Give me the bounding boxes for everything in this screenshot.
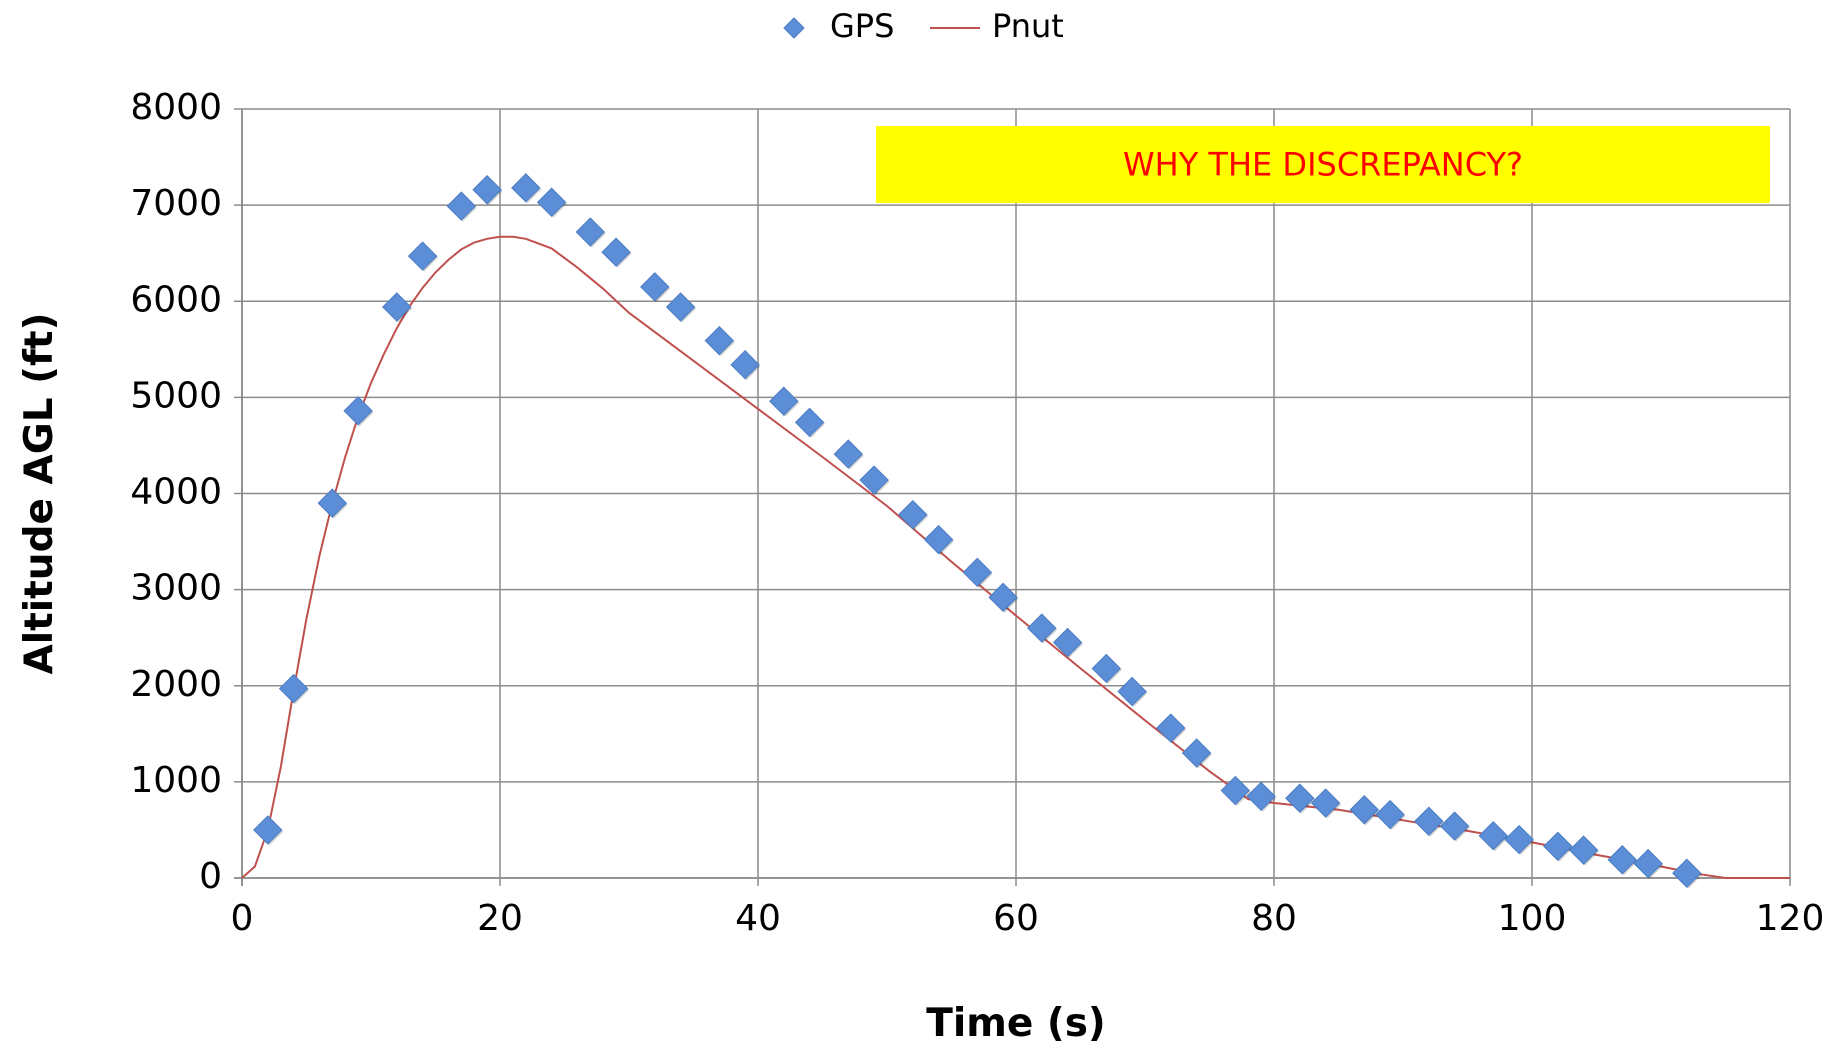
y-tick-label: 7000: [130, 183, 222, 224]
data-point-gps: [382, 292, 412, 322]
data-point-gps: [575, 217, 606, 247]
data-point-gps: [1375, 799, 1405, 830]
x-axis-title: Time (s): [926, 1001, 1106, 1046]
data-point-gps: [1117, 676, 1147, 707]
data-point-gps: [1156, 713, 1186, 743]
data-point-gps: [859, 465, 889, 495]
y-tick-label: 4000: [130, 472, 222, 513]
data-point-gps: [1633, 848, 1663, 879]
annotation: WHY THE DISCREPANCY?: [876, 126, 1770, 203]
legend-label-gps: GPS: [830, 7, 894, 45]
data-point-gps: [988, 582, 1018, 613]
data-point-gps: [640, 272, 670, 302]
y-tick-label: 6000: [130, 279, 222, 320]
y-tick-label: 0: [199, 856, 222, 897]
data-point-gps: [1504, 824, 1534, 855]
data-point-gps: [1439, 811, 1470, 841]
data-point-gps: [1349, 795, 1380, 825]
data-point-gps: [1568, 835, 1599, 865]
data-point-gps: [1310, 788, 1341, 818]
data-point-gps: [511, 173, 541, 203]
x-tick-label: 20: [477, 898, 523, 939]
data-point-gps: [343, 396, 373, 426]
data-point-gps: [923, 524, 954, 555]
axes: [234, 108, 1791, 886]
data-point-gps: [253, 815, 283, 845]
data-point-gps: [665, 292, 696, 322]
data-point-gps: [472, 175, 502, 205]
x-tick-label: 60: [993, 898, 1039, 939]
data-point-gps: [1181, 738, 1212, 768]
data-point-gps: [1414, 806, 1444, 836]
x-tick-label: 80: [1251, 898, 1297, 939]
data-point-gps: [833, 439, 864, 469]
data-point-gps: [1220, 775, 1251, 806]
data-point-gps: [1091, 653, 1122, 684]
data-point-gps: [446, 191, 477, 221]
x-tick-label: 40: [735, 898, 781, 939]
y-tick-label: 8000: [130, 87, 222, 128]
data-point-gps: [1543, 831, 1573, 861]
data-point-gps: [407, 241, 438, 271]
data-point-gps: [704, 325, 735, 356]
data-point-gps: [898, 499, 928, 530]
legend: GPS Pnut: [783, 7, 1064, 45]
y-tick-label: 5000: [130, 375, 222, 416]
data-point-gps: [1607, 845, 1638, 875]
data-point-gps: [1027, 613, 1057, 643]
data-point-gps: [769, 386, 799, 416]
x-tick-label: 0: [231, 898, 254, 939]
data-point-gps: [794, 407, 825, 438]
data-point-gps: [1478, 820, 1509, 851]
tick-labels: 0 1000 2000 3000 4000 5000 6000 7000 8000 0 20 40 60…: [130, 87, 1824, 939]
data-point-gps: [601, 237, 631, 267]
y-tick-label: 1000: [130, 760, 222, 801]
legend-marker-gps: [783, 17, 805, 39]
legend-label-pnut: Pnut: [992, 7, 1064, 45]
x-tick-label: 100: [1498, 898, 1567, 939]
data-point-gps: [1052, 627, 1083, 658]
y-tick-label: 3000: [130, 568, 222, 609]
series: [241, 173, 1790, 889]
grid-lines: [241, 108, 1791, 879]
y-axis-title: Altitude AGL (ft): [17, 313, 62, 675]
data-point-gps: [1672, 858, 1702, 888]
data-point-gps: [730, 349, 760, 380]
data-point-gps: [962, 557, 993, 588]
x-tick-label: 120: [1756, 898, 1825, 939]
data-point-gps: [278, 673, 309, 704]
data-point-gps: [317, 488, 348, 518]
data-point-gps: [536, 187, 567, 217]
annotation-box: [876, 126, 1770, 203]
annotation-text: WHY THE DISCREPANCY?: [1123, 146, 1523, 184]
y-tick-label: 2000: [130, 664, 222, 705]
data-point-gps: [1246, 781, 1276, 812]
data-point-gps: [1285, 783, 1315, 813]
